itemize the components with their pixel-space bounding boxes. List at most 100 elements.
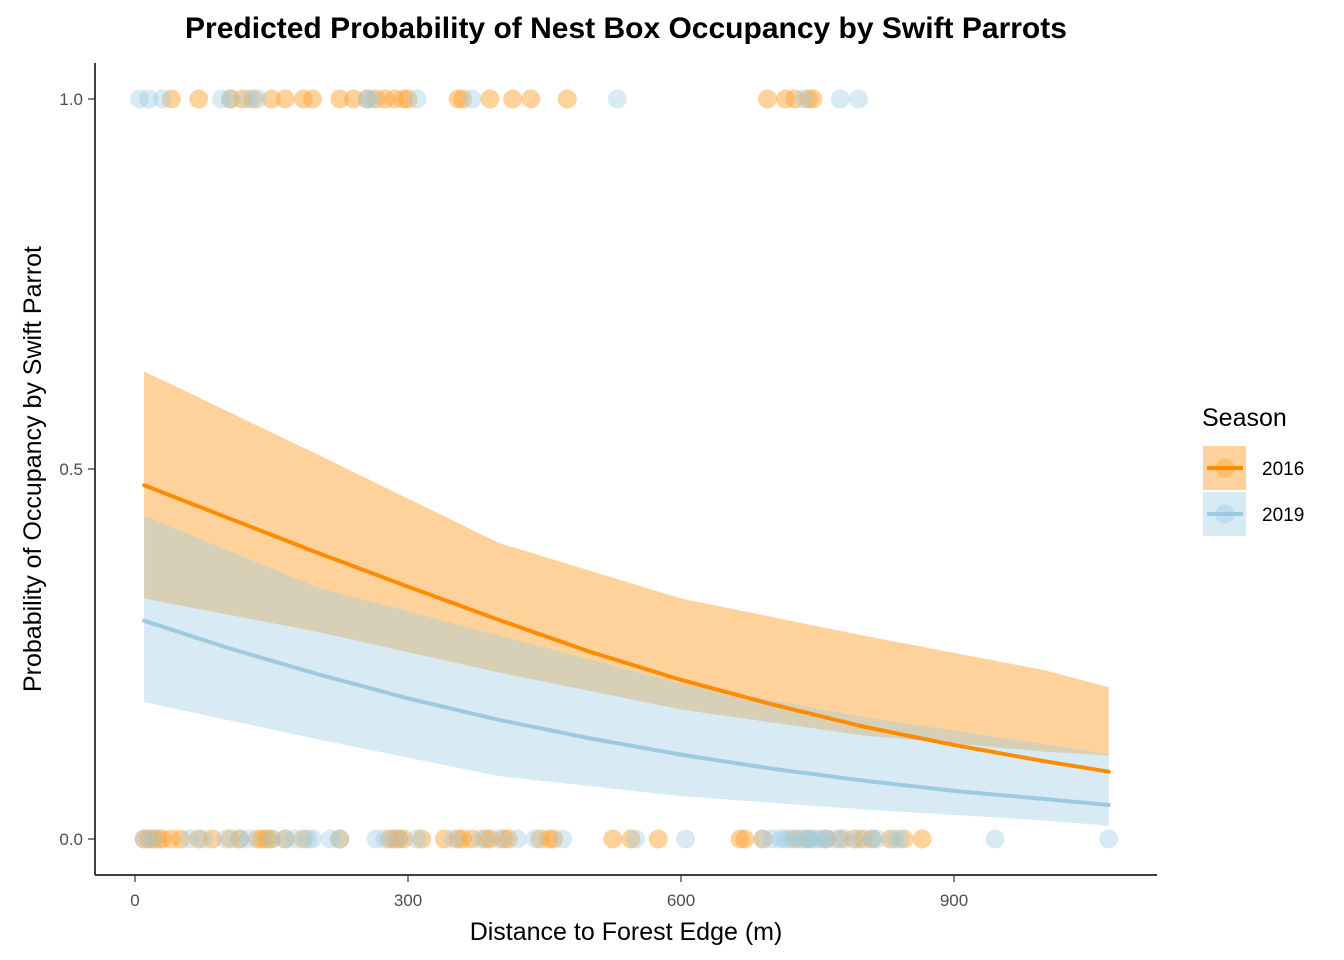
data-point-2019 <box>407 89 427 109</box>
data-point-2016 <box>798 829 818 849</box>
data-point-2016 <box>648 829 668 849</box>
data-point-2016 <box>830 829 850 849</box>
data-point-2016 <box>912 829 932 849</box>
x-tick-label: 600 <box>667 891 695 910</box>
data-point-2019 <box>830 89 850 109</box>
fitted-curves <box>142 483 1111 807</box>
data-point-2016 <box>894 829 914 849</box>
data-point-2019 <box>798 829 818 849</box>
x-tick-label: 300 <box>394 891 422 910</box>
data-point-2016 <box>453 89 473 109</box>
data-point-2019 <box>826 829 846 849</box>
data-point-2019 <box>794 829 814 849</box>
data-point-2019 <box>230 829 250 849</box>
data-point-2016 <box>480 89 500 109</box>
data-point-2019 <box>885 829 905 849</box>
data-point-2019 <box>362 89 382 109</box>
data-point-2016 <box>293 829 313 849</box>
data-point-2016 <box>262 89 281 109</box>
legend-label-2016: 2016 <box>1262 459 1304 480</box>
data-point-2016 <box>817 829 837 849</box>
data-point-2019 <box>284 829 304 849</box>
data-point-2016 <box>412 829 432 849</box>
data-point-2016 <box>393 829 413 849</box>
x-tick-label: 900 <box>940 891 968 910</box>
data-point-2016 <box>189 89 209 109</box>
data-point-2019 <box>130 89 150 109</box>
data-point-2019 <box>471 829 491 849</box>
data-point-2016 <box>398 89 418 109</box>
data-point-2016 <box>503 89 523 109</box>
data-point-2016 <box>498 829 518 849</box>
data-point-2016 <box>230 829 250 849</box>
data-point-2019 <box>489 829 509 849</box>
data-point-2016 <box>521 89 541 109</box>
data-point-2019 <box>180 829 200 849</box>
data-point-2016 <box>330 829 350 849</box>
data-point-2016 <box>753 829 773 849</box>
data-point-2019 <box>753 829 773 849</box>
data-point-2019 <box>794 89 814 109</box>
data-point-2016 <box>785 89 805 109</box>
data-points <box>130 89 1119 849</box>
data-point-2019 <box>389 829 409 849</box>
data-point-2016 <box>189 829 209 849</box>
data-point-2016 <box>434 829 454 849</box>
data-point-2019 <box>303 829 322 849</box>
data-point-2019 <box>762 829 782 849</box>
data-point-2016 <box>603 829 623 849</box>
ci-bands <box>144 371 1109 826</box>
data-point-2016 <box>462 829 482 849</box>
legend: Season 2016 2019 <box>1202 404 1304 536</box>
data-point-2016 <box>171 829 190 849</box>
data-point-2016 <box>544 829 564 849</box>
chart-title: Predicted Probability of Nest Box Occupa… <box>185 12 1067 45</box>
data-point-2019 <box>239 89 259 109</box>
data-point-2019 <box>607 89 627 109</box>
data-point-2019 <box>239 829 259 849</box>
data-point-2019 <box>444 829 463 849</box>
data-point-2019 <box>216 829 236 849</box>
data-point-2019 <box>330 829 350 849</box>
data-point-2016 <box>275 829 295 849</box>
data-point-2019 <box>375 829 395 849</box>
x-axis-title: Distance to Forest Edge (m) <box>470 918 783 946</box>
data-point-2019 <box>676 829 696 849</box>
data-point-2019 <box>803 829 823 849</box>
y-tick-label: 1.0 <box>59 90 83 109</box>
data-point-2019 <box>193 829 213 849</box>
data-point-2016 <box>330 89 350 109</box>
data-point-2016 <box>303 89 322 109</box>
fitted-line-2019 <box>142 618 1111 807</box>
data-point-2019 <box>771 829 791 849</box>
data-point-2019 <box>808 829 827 849</box>
data-point-2016 <box>243 89 263 109</box>
data-point-2019 <box>889 829 909 849</box>
data-point-2019 <box>849 829 868 849</box>
data-point-2016 <box>343 89 363 109</box>
y-ticks: 0.0 0.5 1.0 <box>59 90 95 849</box>
data-point-2019 <box>262 829 281 849</box>
data-point-2019 <box>366 829 386 849</box>
x-tick-label: 0 <box>130 891 139 910</box>
data-point-2019 <box>275 829 295 849</box>
y-tick-label: 0.0 <box>59 830 83 849</box>
data-point-2016 <box>862 829 882 849</box>
data-point-2019 <box>321 829 341 849</box>
data-point-2016 <box>480 829 500 849</box>
data-point-2019 <box>407 829 427 849</box>
data-point-2019 <box>626 829 645 849</box>
data-point-2019 <box>862 829 882 849</box>
data-point-2019 <box>298 829 318 849</box>
data-point-2019 <box>525 829 545 849</box>
data-point-2016 <box>202 829 222 849</box>
data-point-2019 <box>812 829 832 849</box>
data-point-2016 <box>758 89 777 109</box>
data-point-2019 <box>780 829 800 849</box>
data-point-2019 <box>776 829 796 849</box>
data-point-2019 <box>462 89 482 109</box>
data-point-2019 <box>143 829 163 849</box>
data-point-2016 <box>880 829 900 849</box>
legend-title: Season <box>1202 404 1287 432</box>
